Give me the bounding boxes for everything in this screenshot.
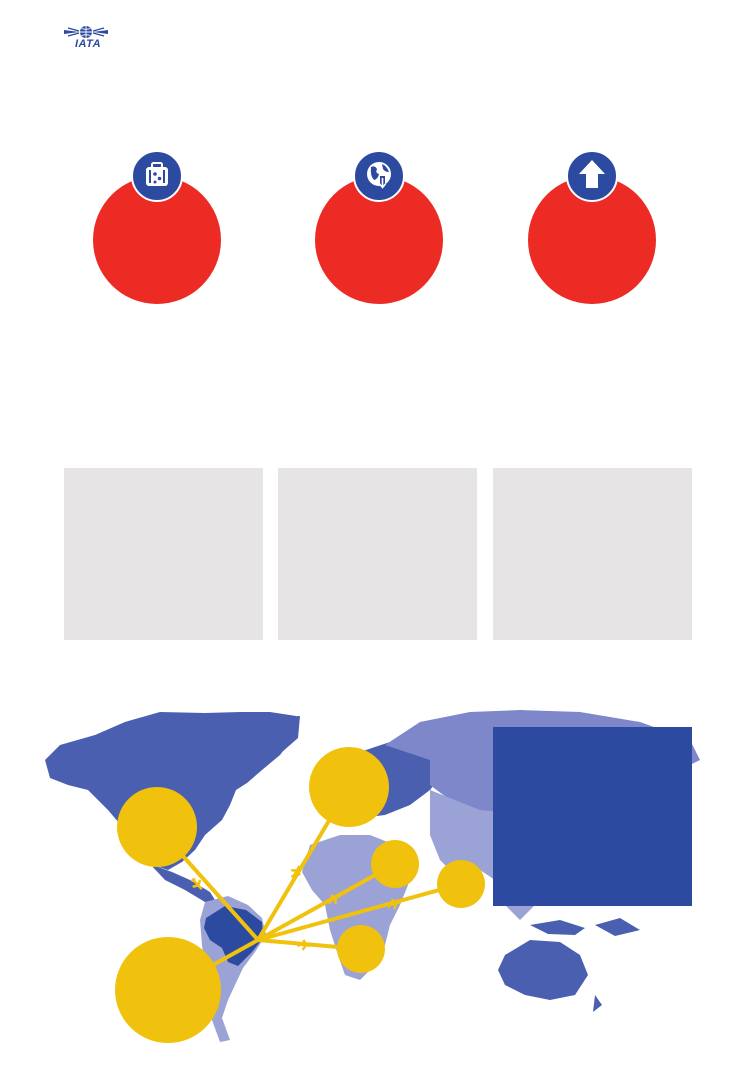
arrow-up-icon — [579, 160, 605, 188]
iata-logo: IATA — [62, 24, 110, 56]
logo-text: IATA — [74, 38, 102, 50]
bubble-latin-america — [115, 937, 221, 1043]
info-box-blue — [493, 727, 692, 906]
info-panel-3 — [493, 468, 692, 640]
bubble-europe — [309, 747, 389, 827]
stat-icon-badge — [131, 150, 183, 202]
map-australia — [498, 940, 588, 1000]
stat-icon-badge — [566, 150, 618, 202]
plane-icon — [296, 939, 312, 951]
stat-luggage — [93, 150, 223, 310]
map-central-america — [150, 864, 215, 902]
route-line — [256, 862, 397, 942]
bubble-north-america — [117, 787, 197, 867]
plane-icon — [386, 898, 402, 910]
info-panel-1 — [64, 468, 263, 640]
winged-globe-icon — [64, 26, 108, 38]
map-brazil — [204, 906, 263, 966]
stat-icon-badge — [353, 150, 405, 202]
plane-icons — [191, 865, 402, 951]
stat-growth — [528, 150, 658, 310]
globe-download-icon — [367, 162, 391, 189]
bubble-africa — [337, 925, 385, 973]
luggage-icon — [146, 162, 168, 186]
info-panel-2 — [278, 468, 477, 640]
bubble-middle-east — [371, 840, 419, 888]
plane-icon — [191, 877, 203, 891]
plane-icon — [327, 894, 341, 904]
plane-icon — [291, 865, 301, 879]
stat-globe — [315, 150, 445, 310]
bubble-asia — [437, 860, 485, 908]
destination-bubbles — [115, 747, 485, 1043]
route-line — [256, 882, 463, 942]
